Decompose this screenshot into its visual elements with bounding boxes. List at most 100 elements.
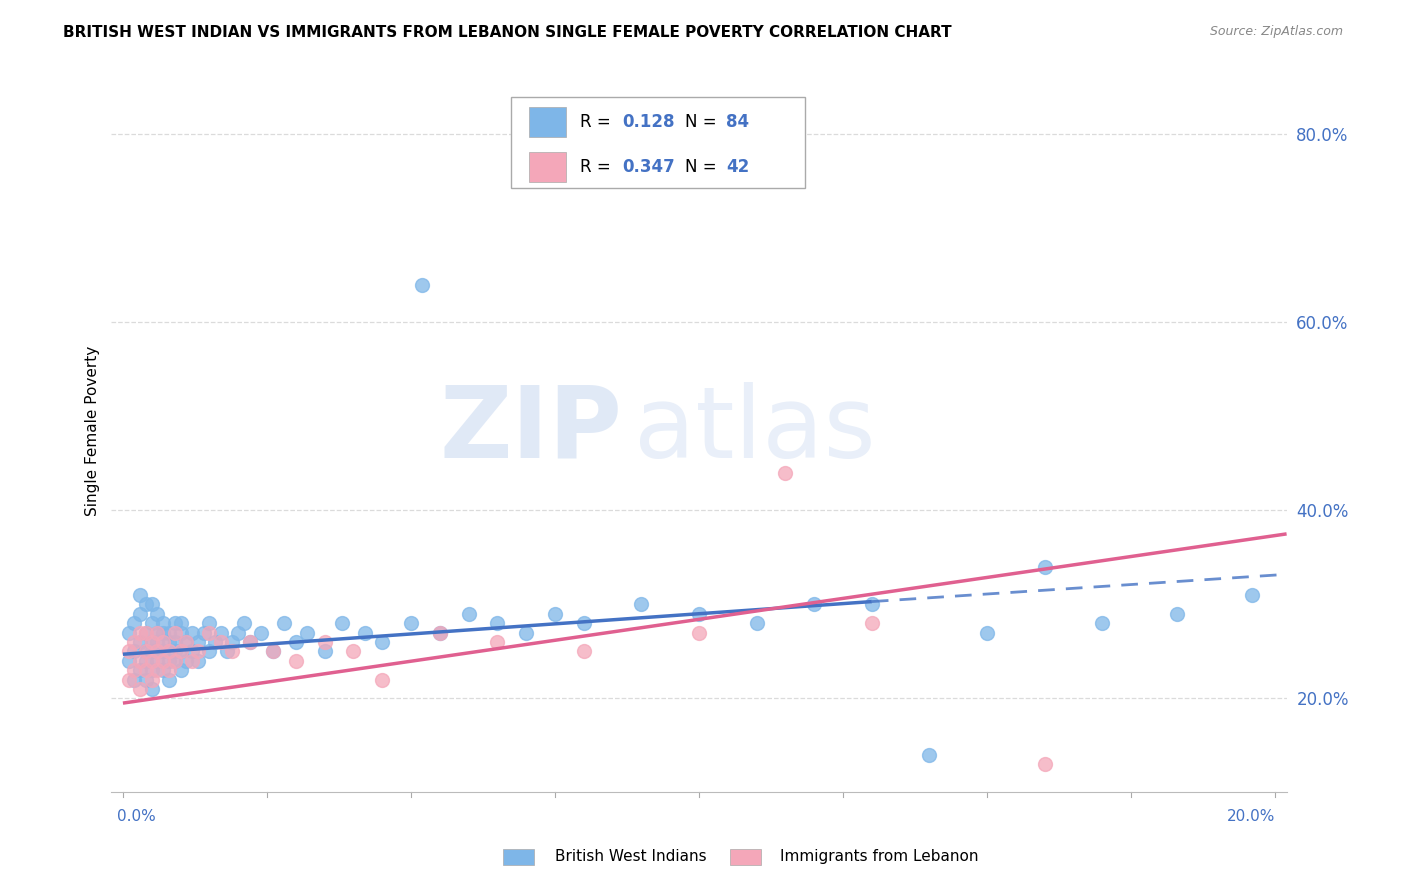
Point	[745, 616, 768, 631]
Point	[411, 277, 433, 292]
Point	[141, 673, 163, 687]
Point	[118, 644, 141, 658]
Point	[124, 644, 146, 658]
Point	[152, 635, 174, 649]
Point	[1033, 757, 1056, 772]
Point	[163, 616, 186, 631]
Point	[297, 625, 319, 640]
Point	[141, 635, 163, 649]
Point	[239, 635, 262, 649]
Point	[371, 635, 394, 649]
Point	[118, 654, 141, 668]
Point	[169, 644, 191, 658]
Point	[486, 635, 509, 649]
Point	[129, 681, 152, 696]
Point	[976, 625, 998, 640]
Text: ZIP: ZIP	[440, 382, 623, 479]
Text: 0.128: 0.128	[623, 113, 675, 131]
Point	[198, 644, 221, 658]
Point	[152, 663, 174, 677]
Point	[141, 681, 163, 696]
Point	[163, 635, 186, 649]
Point	[163, 644, 186, 658]
Point	[118, 673, 141, 687]
Point	[221, 635, 243, 649]
Point	[141, 598, 163, 612]
Point	[429, 625, 451, 640]
Point	[118, 625, 141, 640]
Text: 42: 42	[725, 158, 749, 177]
Point	[135, 625, 157, 640]
Point	[314, 644, 336, 658]
Point	[204, 635, 226, 649]
Point	[515, 625, 537, 640]
Point	[129, 654, 152, 668]
Point	[135, 654, 157, 668]
Point	[152, 616, 174, 631]
Point	[371, 673, 394, 687]
Bar	[529, 152, 567, 182]
Point	[129, 635, 152, 649]
Point	[152, 654, 174, 668]
Text: atlas: atlas	[634, 382, 876, 479]
Text: 84: 84	[725, 113, 749, 131]
Point	[157, 654, 180, 668]
Point	[135, 673, 157, 687]
Point	[146, 644, 169, 658]
Point	[141, 616, 163, 631]
Point	[1240, 588, 1263, 602]
Point	[157, 625, 180, 640]
Point	[141, 654, 163, 668]
Y-axis label: Single Female Poverty: Single Female Poverty	[86, 345, 100, 516]
Point	[193, 625, 215, 640]
Point	[146, 663, 169, 677]
Point	[221, 644, 243, 658]
Text: N =: N =	[685, 158, 721, 177]
Point	[129, 588, 152, 602]
Point	[157, 644, 180, 658]
FancyBboxPatch shape	[510, 97, 804, 188]
Point	[284, 654, 307, 668]
Point	[141, 644, 163, 658]
Point	[146, 625, 169, 640]
Point	[152, 644, 174, 658]
Point	[169, 616, 191, 631]
Point	[486, 616, 509, 631]
Point	[181, 625, 204, 640]
Point	[146, 635, 169, 649]
Point	[572, 644, 595, 658]
Point	[457, 607, 479, 621]
Point	[157, 635, 180, 649]
Text: 20.0%: 20.0%	[1226, 809, 1275, 824]
Text: R =: R =	[581, 158, 616, 177]
Point	[141, 635, 163, 649]
Point	[129, 625, 152, 640]
Point	[775, 466, 797, 480]
Point	[163, 654, 186, 668]
Point	[399, 616, 422, 631]
Text: 0.347: 0.347	[623, 158, 675, 177]
Bar	[529, 107, 567, 137]
Point	[284, 635, 307, 649]
Text: 0.0%: 0.0%	[117, 809, 156, 824]
Point	[239, 635, 262, 649]
Point	[163, 654, 186, 668]
Point	[630, 598, 652, 612]
Point	[124, 663, 146, 677]
Point	[176, 654, 198, 668]
Point	[187, 644, 209, 658]
Point	[176, 635, 198, 649]
Text: Source: ZipAtlas.com: Source: ZipAtlas.com	[1209, 25, 1343, 38]
Point	[215, 644, 238, 658]
Point	[572, 616, 595, 631]
Point	[860, 598, 883, 612]
Text: British West Indians: British West Indians	[555, 849, 707, 863]
Point	[176, 635, 198, 649]
Point	[250, 625, 273, 640]
Point	[1033, 559, 1056, 574]
Point	[198, 625, 221, 640]
Point	[330, 616, 353, 631]
Point	[187, 654, 209, 668]
Text: Immigrants from Lebanon: Immigrants from Lebanon	[780, 849, 979, 863]
Point	[226, 625, 249, 640]
